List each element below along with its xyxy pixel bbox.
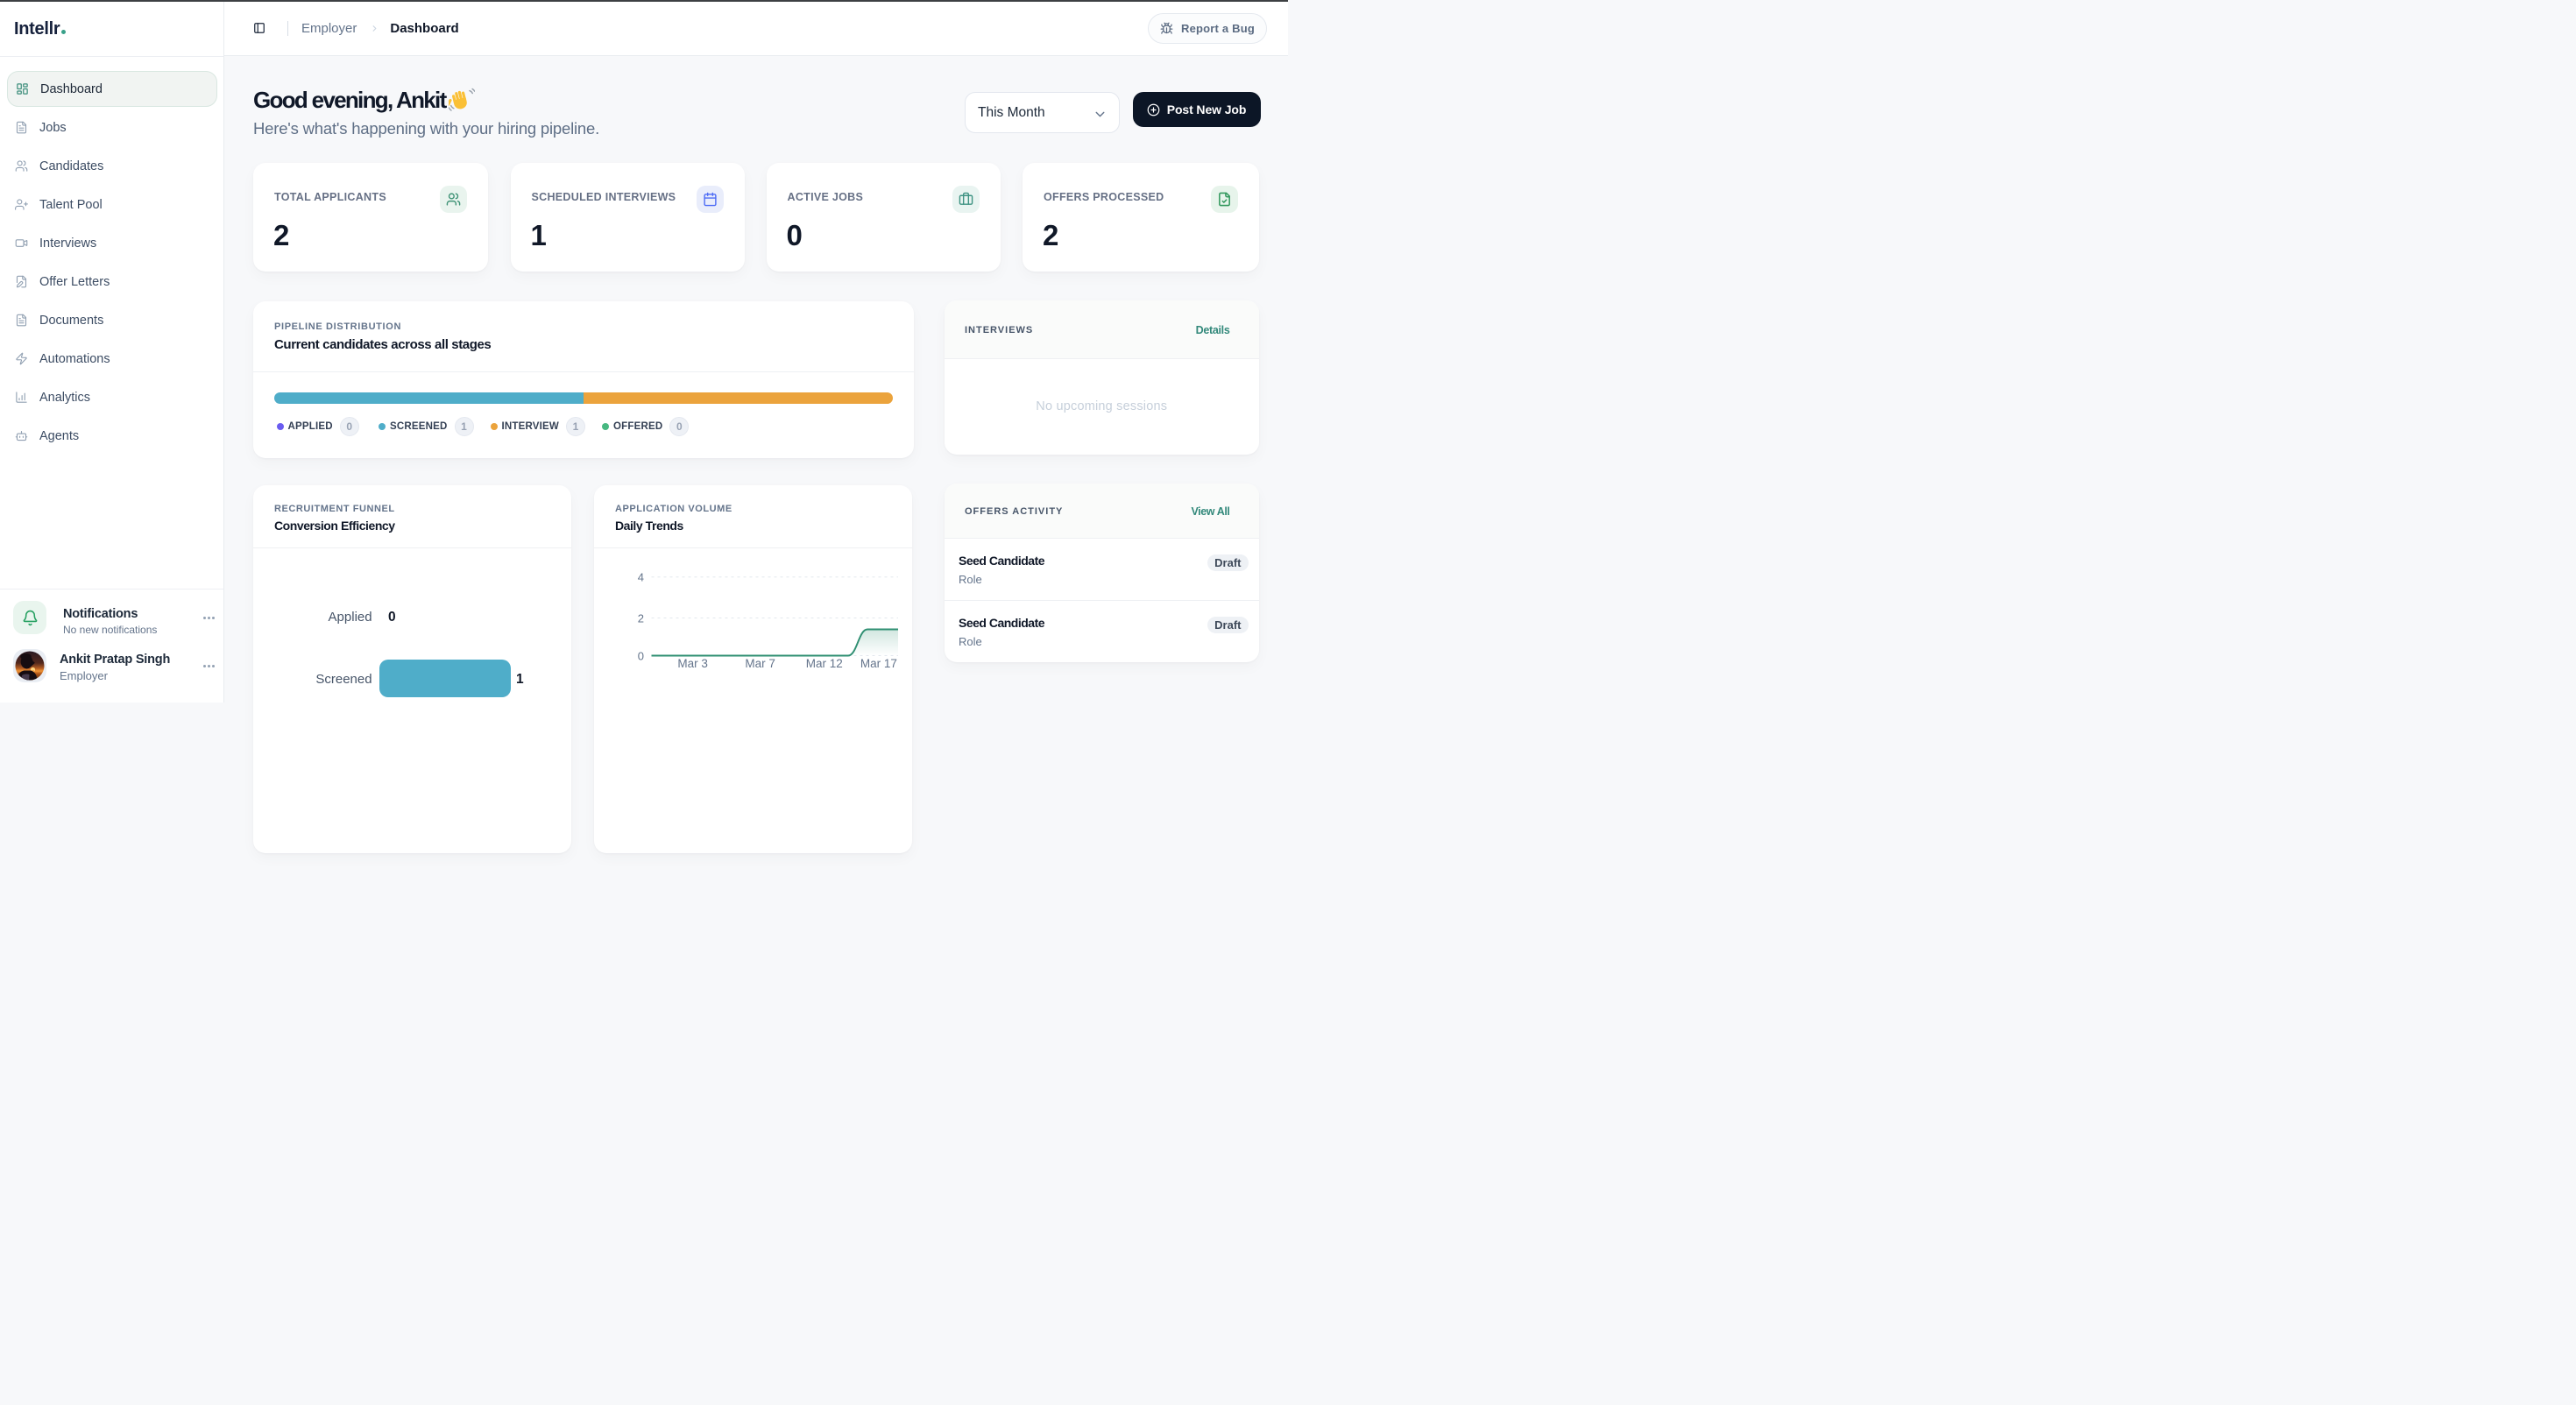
svg-text:4: 4 [638, 571, 644, 584]
svg-text:Mar 3: Mar 3 [677, 657, 708, 670]
svg-text:Mar 7: Mar 7 [745, 657, 775, 670]
svg-text:2: 2 [638, 612, 644, 625]
svg-text:0: 0 [638, 650, 644, 663]
svg-text:Mar 12: Mar 12 [806, 657, 843, 670]
svg-text:Mar 17: Mar 17 [860, 657, 897, 670]
